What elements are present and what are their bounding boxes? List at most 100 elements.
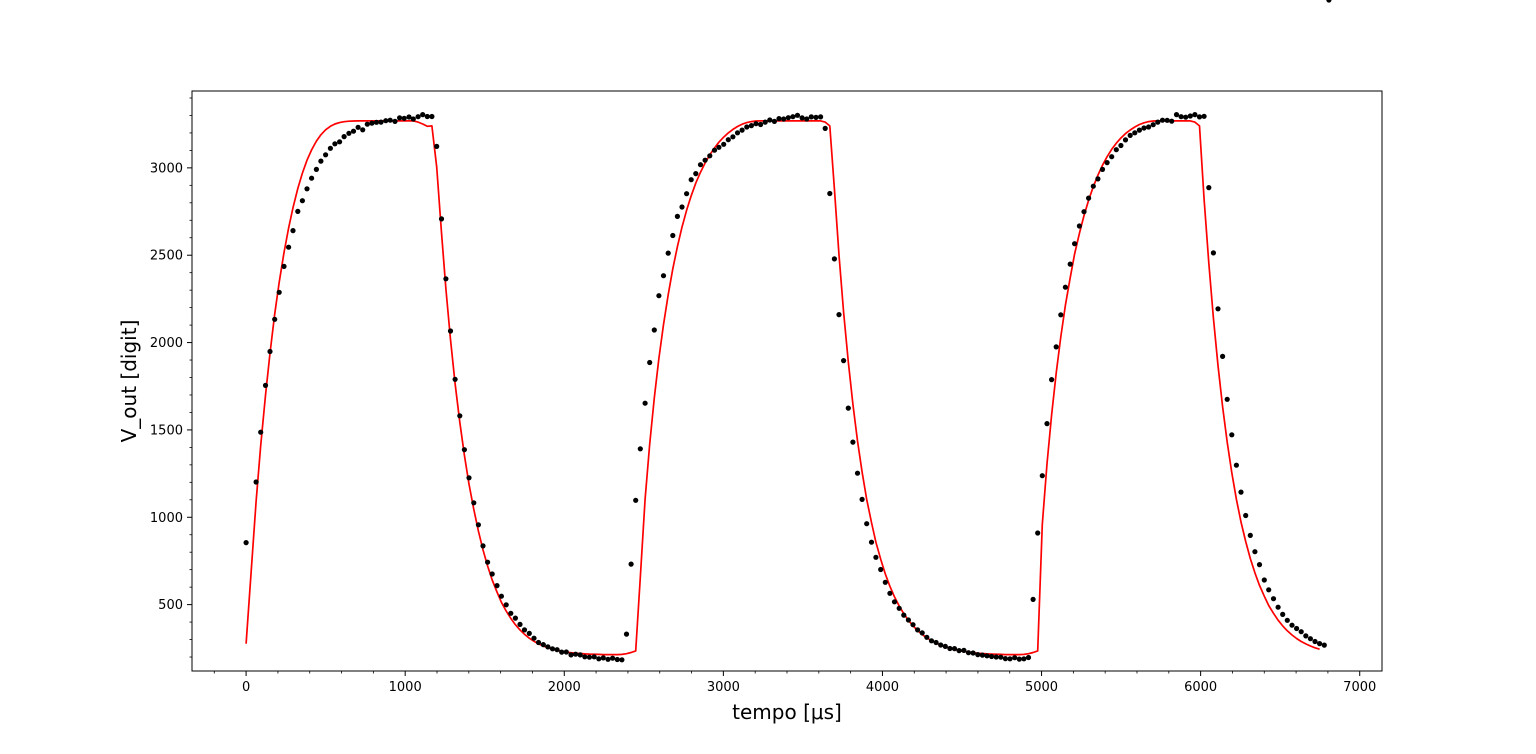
data-point (563, 649, 569, 655)
data-point (854, 470, 861, 476)
data-point (993, 654, 999, 660)
data-point (272, 316, 278, 322)
data-point (568, 652, 574, 658)
data-point (776, 116, 782, 122)
data-point (928, 638, 935, 644)
data-point (485, 559, 491, 565)
data-point (364, 121, 370, 127)
data-point (424, 113, 430, 120)
data-point (494, 583, 500, 589)
data-point (397, 115, 403, 121)
data-point (919, 630, 925, 636)
data-point (1012, 655, 1018, 661)
data-point (901, 612, 907, 618)
data-point (1298, 629, 1304, 635)
data-point (623, 631, 630, 637)
data-point (984, 653, 990, 659)
fit-series (245, 120, 1320, 656)
data-point (1321, 642, 1327, 648)
data-point (1201, 113, 1207, 119)
data-point (415, 114, 421, 120)
data-point (619, 657, 625, 663)
data-point (253, 479, 259, 485)
data-point (688, 177, 694, 183)
data-point (420, 112, 426, 118)
data-point (804, 116, 810, 122)
data-point (1261, 577, 1267, 583)
data-point (1127, 132, 1133, 138)
data-point (1270, 596, 1277, 602)
data-point (767, 117, 773, 123)
data-point (744, 124, 750, 130)
data-point (1229, 432, 1235, 438)
data-point (517, 621, 523, 628)
data-point (1118, 142, 1124, 149)
data-point (540, 642, 546, 648)
data-point (1233, 462, 1239, 468)
data-point (924, 634, 930, 640)
data-point (1113, 147, 1119, 153)
data-point (674, 213, 681, 219)
data-point (642, 400, 648, 406)
data-point (1081, 209, 1087, 215)
data-point (1317, 641, 1323, 647)
data-point (1294, 625, 1300, 632)
data-point (577, 652, 583, 658)
data-point (1086, 195, 1092, 201)
data-point (1136, 127, 1142, 133)
data-point (813, 114, 819, 120)
data-point (758, 121, 764, 128)
data-point (1099, 166, 1106, 172)
data-point (965, 650, 972, 656)
data-point (822, 125, 828, 131)
data-point (684, 191, 690, 197)
data-point (799, 115, 805, 121)
data-point (1095, 176, 1101, 182)
data-point (461, 447, 467, 453)
data-point (535, 639, 542, 646)
data-point (503, 602, 509, 608)
data-point (605, 656, 611, 662)
data-point (526, 630, 532, 637)
data-point (498, 593, 504, 599)
data-point (951, 646, 958, 652)
data-point (1247, 532, 1253, 539)
data-point (1025, 654, 1032, 661)
data-point (512, 615, 519, 621)
data-point (1224, 396, 1230, 402)
data-point (332, 141, 338, 147)
x-tick-label: 7000 (1343, 680, 1376, 695)
data-point (753, 121, 759, 127)
y-tick-label: 1500 (150, 423, 183, 438)
data-point (873, 554, 879, 560)
data-point (360, 127, 366, 133)
data-point (905, 617, 912, 623)
data-point (452, 376, 458, 382)
data-point (1090, 183, 1096, 189)
data-point (670, 232, 676, 239)
data-point (327, 145, 333, 151)
x-tick-label: 2000 (548, 680, 581, 695)
data-point (1303, 633, 1309, 639)
data-point (836, 312, 842, 318)
data-point (447, 328, 454, 334)
data-point (1243, 512, 1249, 519)
data-point (1150, 122, 1156, 128)
data-point (1132, 130, 1138, 136)
data-point (878, 566, 884, 573)
data-point (938, 642, 944, 648)
data-point (392, 118, 398, 124)
data-point (651, 327, 657, 333)
data-point (1252, 549, 1258, 555)
data-point (387, 117, 393, 123)
data-point (785, 115, 791, 121)
data-point (346, 130, 352, 136)
data-point (1007, 656, 1013, 662)
data-point (1155, 119, 1161, 125)
data-point (979, 652, 986, 658)
data-point (1021, 656, 1027, 662)
data-point (355, 124, 361, 130)
data-point (614, 656, 620, 663)
data-point (600, 655, 606, 661)
